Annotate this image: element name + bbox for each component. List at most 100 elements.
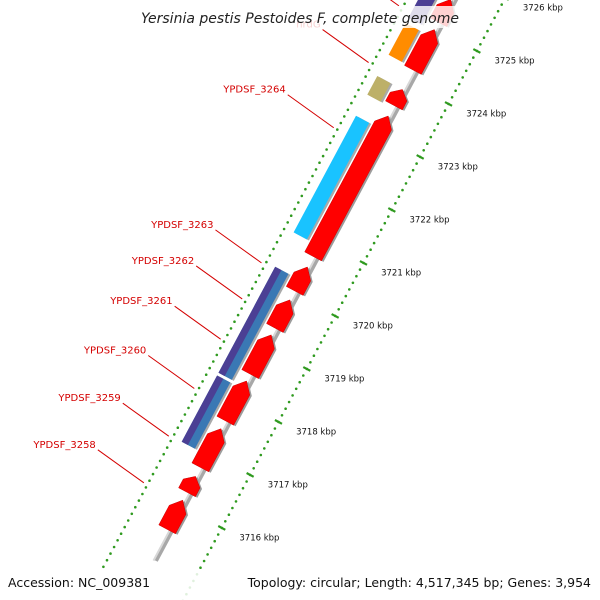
gc-dot: [411, 168, 415, 172]
gc-dot: [355, 274, 358, 278]
reverse-gene-block: [293, 115, 370, 240]
forward-gene-arrow: [216, 380, 251, 426]
gc-dot: [297, 201, 300, 204]
forward-gene-arrow: [266, 299, 294, 333]
gc-dot: [328, 141, 332, 145]
gc-dot: [252, 467, 255, 470]
forward-gene-arrow: [241, 334, 275, 379]
kbp-tick-label: 3724 kbp: [466, 109, 506, 119]
topology-text: Topology: circular; Length: 4,517,345 bp…: [247, 575, 591, 590]
forward-gene-arrow: [304, 115, 392, 262]
gc-dot: [426, 142, 429, 145]
gc-dot: [348, 288, 351, 291]
gc-dot: [403, 2, 406, 6]
gc-dot: [158, 459, 162, 463]
reverse-strand-features: [181, 0, 438, 450]
gc-dot: [123, 525, 126, 529]
gc-dot: [268, 254, 272, 257]
gc-dot: [130, 512, 134, 516]
kbp-tick-mark: [359, 260, 368, 266]
gc-dot: [496, 9, 500, 13]
forward-gene-arrow: [385, 89, 408, 111]
gc-dot: [394, 202, 397, 205]
gc-dot: [316, 347, 319, 351]
gc-dot: [151, 472, 155, 476]
kbp-tick-label: 3717 kbp: [268, 480, 308, 490]
gc-dot: [209, 546, 213, 550]
gc-dot: [286, 221, 290, 224]
gc-dot: [358, 268, 362, 271]
kbp-tick-mark: [416, 154, 425, 160]
gc-dot: [336, 128, 339, 131]
gc-dot: [387, 215, 390, 218]
title-backdrop: [140, 6, 462, 28]
gc-dot: [227, 513, 231, 516]
genome-title: Yersinia pestis Pestoides F, complete ge…: [141, 11, 459, 27]
gene-label: YPDSF_3258: [32, 440, 95, 451]
gc-dot: [304, 187, 307, 191]
reverse-gene-stripe: [218, 266, 282, 377]
gene-label-leader: [147, 355, 195, 389]
gc-dot: [263, 447, 266, 450]
kbp-tick-label: 3721 kbp: [381, 268, 421, 278]
gc-dot: [383, 221, 387, 225]
gc-dot: [109, 552, 112, 555]
gc-dot: [325, 148, 328, 151]
gc-dot: [353, 95, 357, 98]
gc-dot: [389, 29, 392, 32]
gc-dot: [318, 161, 321, 164]
gc-dot: [176, 426, 180, 430]
gc-dot: [443, 109, 447, 112]
gene-label-leader: [195, 265, 243, 300]
gc-dot: [226, 333, 229, 337]
gc-dot: [241, 486, 245, 490]
gc-dot: [141, 492, 144, 496]
gc-dot: [266, 440, 270, 444]
gene-label: YPDSF_3260: [83, 346, 146, 357]
gc-dot: [212, 360, 215, 363]
kbp-tick-label: 3720 kbp: [353, 321, 393, 331]
gc-dot: [300, 194, 304, 198]
forward-gene-arrow: [191, 428, 225, 473]
gc-dot: [500, 3, 504, 6]
gene-label-leader: [174, 305, 221, 340]
gc-dot: [126, 519, 130, 522]
gc-dot: [374, 55, 378, 59]
gc-dot: [229, 327, 233, 330]
gc-dot: [376, 235, 380, 238]
gene-label-leader: [322, 29, 369, 63]
gc-dot: [415, 162, 418, 165]
forward-gene-arrow: [285, 266, 311, 296]
forward-strand-features: [158, 0, 456, 535]
gc-dot: [216, 533, 220, 536]
gene-label: YPDSF_3259: [57, 393, 120, 404]
gc-dot: [365, 254, 369, 258]
kbp-tick-mark: [444, 101, 453, 107]
kbp-tick-mark: [246, 472, 255, 478]
gc-dot: [298, 380, 302, 384]
gc-dot: [265, 260, 268, 264]
gc-dot: [259, 453, 263, 457]
gc-dot: [148, 479, 151, 483]
kbp-tick-mark: [387, 207, 396, 213]
gc-dot: [457, 82, 461, 86]
gc-dot: [201, 380, 204, 383]
forward-gene-arrow: [178, 476, 201, 498]
gc-dot: [204, 373, 208, 377]
gc-dot: [311, 174, 314, 178]
gc-dot: [213, 539, 216, 543]
gc-dot: [137, 499, 141, 502]
gc-dot: [282, 227, 286, 231]
gc-dot: [319, 341, 323, 344]
gc-dot: [323, 334, 326, 338]
gc-dot: [144, 486, 148, 489]
gc-dot: [169, 439, 172, 443]
kbp-tick-label: 3718 kbp: [296, 427, 336, 437]
gc-dot: [450, 96, 454, 99]
reverse-gene-stripe: [181, 375, 224, 445]
reverse-gene-block: [367, 76, 391, 102]
gc-dot: [489, 23, 493, 26]
gc-dot: [247, 293, 250, 297]
gc-dot: [284, 407, 287, 411]
gc-dot: [302, 374, 305, 377]
